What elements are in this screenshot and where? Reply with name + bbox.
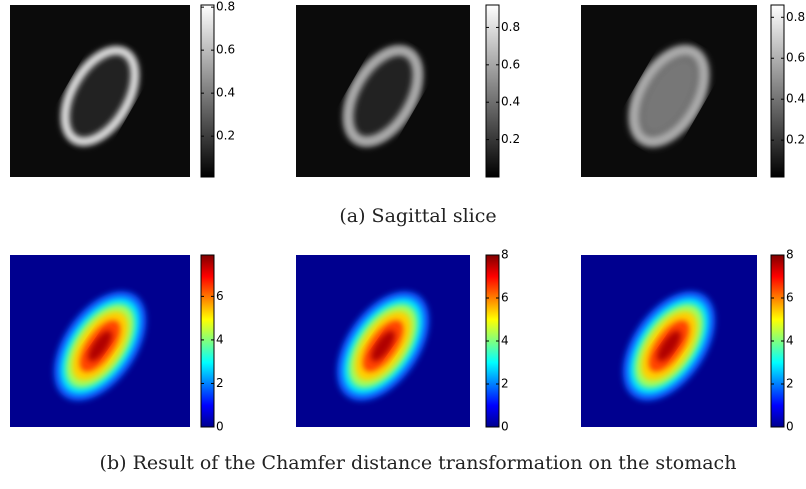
colorbar-tick-label: 6 — [216, 289, 224, 303]
caption-a: (a) Sagittal slice — [339, 205, 496, 227]
image — [10, 5, 190, 177]
colorbar-tick-label: 2 — [216, 376, 224, 390]
colorbar-tick-label: 6 — [501, 291, 509, 305]
image — [296, 255, 470, 427]
caption-b: (b) Result of the Chamfer distance trans… — [100, 452, 737, 474]
colorbar-tick-label: 0 — [216, 420, 224, 434]
colorbar-tick-label: 0 — [501, 420, 509, 434]
colorbar-tick-label: 0.8 — [216, 0, 235, 14]
colorbar-tick-label: 8 — [501, 248, 509, 262]
image — [296, 5, 470, 177]
colorbar — [200, 254, 215, 428]
colorbar — [770, 4, 785, 178]
colorbar-tick-label: 0.4 — [216, 86, 235, 100]
image — [581, 255, 757, 427]
colorbar-tick-label: 6 — [786, 291, 794, 305]
organ-wall — [342, 44, 424, 148]
organ-wall — [60, 45, 140, 147]
colorbar-tick-label: 0 — [786, 420, 794, 434]
colorbar-tick-label: 0.2 — [786, 133, 805, 147]
distance-level — [88, 330, 112, 362]
colorbar-tick-label: 2 — [501, 377, 509, 391]
colorbar — [200, 4, 215, 178]
colorbar-tick-label: 0.8 — [501, 20, 520, 34]
colorbar-tick-label: 0.6 — [216, 43, 235, 57]
colorbar-tick-label: 4 — [501, 334, 509, 348]
organ-wall — [628, 44, 710, 148]
colorbar-tick-label: 0.2 — [216, 129, 235, 143]
image — [10, 255, 190, 427]
colorbar-tick-label: 4 — [786, 334, 794, 348]
image — [581, 5, 757, 177]
colorbar-tick-label: 2 — [786, 377, 794, 391]
colorbar-tick-label: 0.8 — [786, 10, 805, 24]
colorbar-tick-label: 8 — [786, 248, 794, 262]
colorbar-tick-label: 0.6 — [786, 51, 805, 65]
colorbar-tick-label: 0.2 — [501, 132, 520, 146]
colorbar-tick-label: 0.4 — [786, 92, 805, 106]
distance-level — [371, 330, 395, 362]
colorbar-tick-label: 4 — [216, 332, 224, 346]
colorbar-tick-label: 0.4 — [501, 95, 520, 109]
colorbar — [485, 4, 500, 178]
colorbar-tick-label: 0.6 — [501, 57, 520, 71]
distance-level — [657, 330, 681, 362]
